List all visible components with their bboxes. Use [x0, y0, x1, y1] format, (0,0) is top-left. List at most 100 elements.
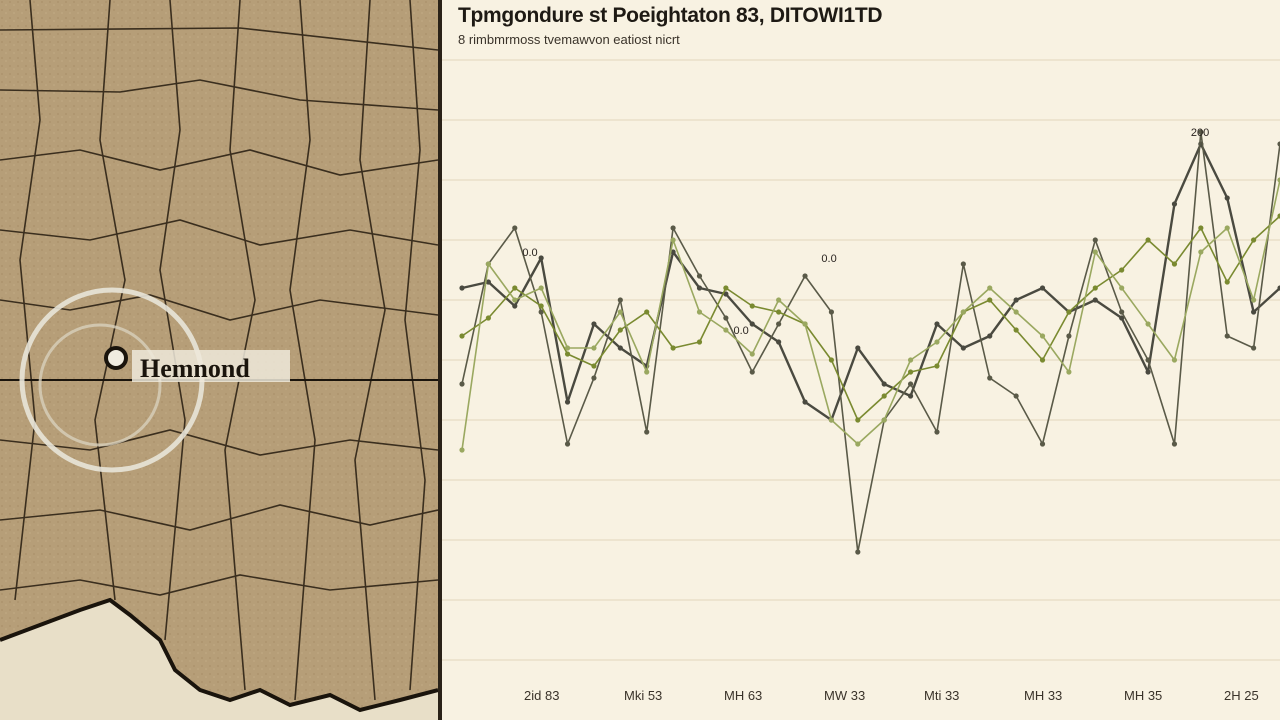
- data-point: [617, 297, 623, 303]
- data-point: [907, 369, 914, 375]
- data-point: [1171, 261, 1178, 267]
- data-point: [696, 309, 703, 315]
- map-panel[interactable]: Hemnond: [0, 0, 438, 720]
- data-point: [1224, 279, 1230, 285]
- x-axis-ticks: 2id 83 Mki 53 MH 63 MW 33 Mti 33 MH 33 MH 35 2H…: [524, 688, 1259, 703]
- data-point: [1224, 225, 1230, 231]
- data-point: [459, 285, 465, 291]
- data-point: [907, 393, 914, 399]
- x-tick-label: MH 63: [724, 688, 762, 703]
- data-point: [1198, 129, 1204, 135]
- data-point: [485, 279, 491, 285]
- data-point: [1013, 309, 1019, 315]
- data-point: [538, 285, 544, 291]
- data-point: [723, 315, 729, 321]
- data-point: [644, 369, 650, 375]
- data-point: [934, 339, 940, 345]
- data-point: [512, 297, 518, 303]
- data-point: [670, 237, 676, 243]
- location-marker[interactable]: Hemnond: [19, 287, 290, 473]
- data-point: [1092, 249, 1098, 255]
- data-point: [934, 429, 940, 435]
- series-line-2: [461, 131, 1280, 553]
- pin-icon: [104, 346, 128, 370]
- data-point: [1145, 357, 1151, 363]
- data-point: [1224, 333, 1230, 339]
- data-label: 200: [1191, 127, 1209, 139]
- data-point: [1013, 327, 1019, 333]
- data-point: [1119, 267, 1125, 273]
- data-point: [749, 369, 755, 375]
- data-point: [512, 285, 518, 291]
- data-point: [1224, 195, 1230, 201]
- data-point: [1198, 225, 1204, 231]
- data-point: [644, 309, 650, 315]
- data-point: [802, 273, 808, 279]
- data-point: [564, 345, 571, 351]
- gulf-water: [0, 600, 438, 720]
- data-point: [1251, 309, 1257, 315]
- data-point: [1198, 249, 1204, 255]
- data-point: [1092, 297, 1098, 303]
- annotations-layer: 200 0.0 0.0 0.0: [522, 127, 1209, 337]
- data-point: [459, 333, 465, 339]
- data-point: [1092, 237, 1098, 243]
- data-point: [881, 417, 887, 423]
- series-layer: [459, 129, 1280, 555]
- data-point: [670, 225, 676, 231]
- grid-lines: [442, 59, 1280, 661]
- chart-subtitle: 8 rimbmrmoss tvemawvon eatiost nicrt: [458, 32, 680, 47]
- data-point: [828, 357, 835, 363]
- data-point: [802, 399, 808, 405]
- data-point: [1119, 309, 1125, 315]
- data-point: [855, 441, 861, 447]
- x-tick-label: 2id 83: [524, 688, 559, 703]
- data-point: [960, 309, 966, 315]
- data-point: [591, 345, 597, 351]
- data-point: [960, 261, 966, 267]
- data-point: [1251, 345, 1257, 351]
- chart-canvas: 200 0.0 0.0 0.0 2id 83 Mki 53 MH 63 MW 33 Mti 3…: [442, 59, 1280, 703]
- data-point: [485, 261, 491, 267]
- data-point: [1171, 357, 1178, 363]
- data-point: [907, 381, 914, 387]
- data-point: [1119, 315, 1125, 321]
- data-point: [749, 351, 755, 357]
- data-point: [855, 345, 861, 351]
- data-point: [1145, 369, 1151, 375]
- data-point: [776, 339, 782, 345]
- x-tick-label: MW 33: [824, 688, 865, 703]
- data-point: [1145, 321, 1151, 327]
- data-point: [1277, 177, 1280, 183]
- data-point: [828, 417, 835, 423]
- data-point: [723, 291, 729, 297]
- data-point: [564, 351, 571, 357]
- data-point: [1251, 237, 1257, 243]
- series-line-4: [461, 179, 1280, 451]
- data-point: [802, 321, 808, 327]
- data-point: [1039, 285, 1046, 291]
- data-point: [617, 309, 623, 315]
- data-point: [538, 303, 544, 309]
- panel-divider: [438, 0, 442, 720]
- data-point: [670, 345, 676, 351]
- data-point: [960, 345, 966, 351]
- data-point: [538, 309, 544, 315]
- data-point: [1171, 201, 1178, 207]
- data-point: [696, 339, 703, 345]
- map-canvas: Hemnond: [0, 0, 438, 720]
- data-point: [538, 255, 544, 261]
- data-point: [564, 399, 571, 405]
- x-tick-label: Mki 53: [624, 688, 662, 703]
- data-point: [723, 327, 729, 333]
- x-tick-label: Mti 33: [924, 688, 959, 703]
- data-point: [459, 381, 465, 387]
- data-point: [987, 285, 993, 291]
- data-point: [934, 363, 940, 369]
- data-point: [881, 381, 887, 387]
- data-point: [1039, 333, 1046, 339]
- data-point: [1277, 141, 1280, 147]
- data-point: [907, 357, 914, 363]
- data-point: [591, 375, 597, 381]
- data-point: [1092, 285, 1098, 291]
